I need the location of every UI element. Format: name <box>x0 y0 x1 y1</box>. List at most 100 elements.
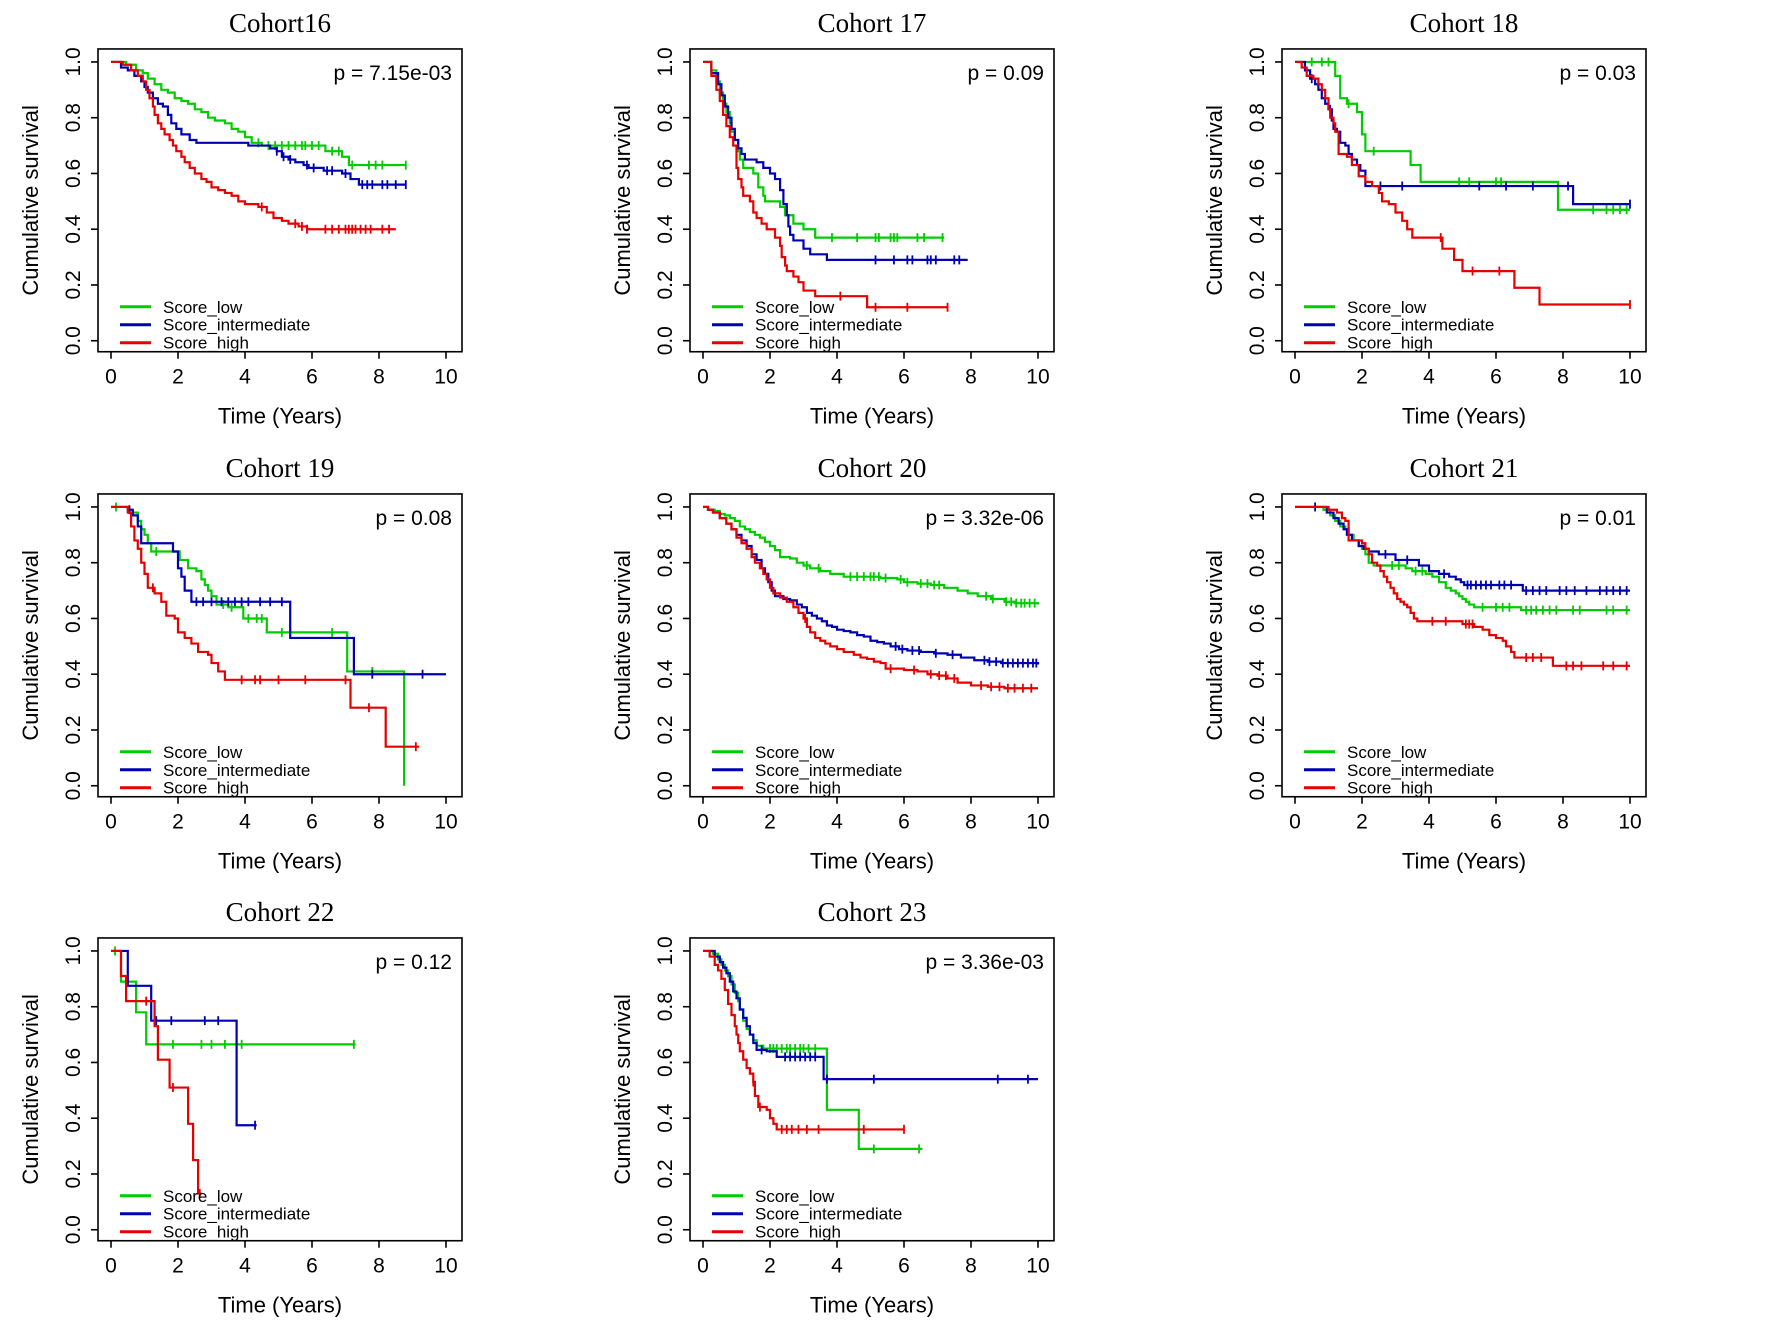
survival-curve-score_low <box>111 505 406 786</box>
x-tick-label: 4 <box>831 1255 843 1278</box>
legend-label-score_intermediate: Score_intermediate <box>1347 760 1494 779</box>
survival-curve-score_low <box>703 505 1040 605</box>
y-tick-label: 0.2 <box>62 1160 85 1189</box>
x-axis-label: Time (Years) <box>810 1293 934 1318</box>
x-tick-label: 10 <box>1618 810 1641 833</box>
y-tick-label: 0.4 <box>1246 659 1269 688</box>
y-tick-label: 0.0 <box>62 771 85 800</box>
y-tick-label: 0.8 <box>62 103 85 132</box>
y-tick-label: 1.0 <box>62 492 85 521</box>
cell-cohort16: Cohort16 0 2 4 6 8 10 0.0 0.2 0.4 0.6 0.8 1.0 Time (Y… <box>0 0 592 445</box>
x-tick-label: 10 <box>1026 1255 1049 1278</box>
y-tick-label: 0.2 <box>1246 270 1269 299</box>
x-tick-label: 2 <box>172 810 184 833</box>
legend-label-score_intermediate: Score_intermediate <box>163 316 310 335</box>
survival-curve-score_low <box>111 60 406 167</box>
p-value-label: p = 3.36e-03 <box>926 951 1044 974</box>
x-axis-label: Time (Years) <box>1402 404 1526 429</box>
legend-label-score_high: Score_high <box>163 334 249 353</box>
plot-title: Cohort16 <box>229 8 331 38</box>
survival-curve-score_intermediate <box>1295 505 1630 592</box>
cell-cohort-22: Cohort 22 0 2 4 6 8 10 0.0 0.2 0.4 0.6 0.8 1.0 Time (… <box>0 889 592 1334</box>
x-axis-label: Time (Years) <box>810 404 934 429</box>
y-tick-label: 0.6 <box>62 1048 85 1077</box>
km-plot-cohort-17: Cohort 17 0 2 4 6 8 10 0.0 0.2 0.4 0.6 0.8 1.0 Time (… <box>610 8 1055 429</box>
x-tick-label: 0 <box>697 810 709 833</box>
y-tick-label: 0.8 <box>654 548 677 577</box>
y-tick-label: 0.6 <box>654 1048 677 1077</box>
y-tick-label: 1.0 <box>1246 492 1269 521</box>
x-tick-label: 6 <box>898 810 910 833</box>
x-tick-label: 6 <box>306 366 318 389</box>
x-tick-label: 8 <box>1557 366 1569 389</box>
y-tick-label: 0.8 <box>654 992 677 1021</box>
x-tick-label: 0 <box>105 810 117 833</box>
y-axis-label: Cumulative survival <box>610 994 635 1185</box>
x-tick-label: 2 <box>764 1255 776 1278</box>
x-tick-label: 8 <box>373 366 385 389</box>
y-tick-label: 1.0 <box>62 47 85 76</box>
legend-label-score_low: Score_low <box>755 742 835 761</box>
x-tick-label: 0 <box>697 366 709 389</box>
km-plot-cohort-23: Cohort 23 0 2 4 6 8 10 0.0 0.2 0.4 0.6 0.8 1.0 Time (… <box>610 897 1055 1318</box>
cell-cohort-19: Cohort 19 0 2 4 6 8 10 0.0 0.2 0.4 0.6 0.8 1.0 Time (… <box>0 445 592 890</box>
km-plot-cohort-18: Cohort 18 0 2 4 6 8 10 0.0 0.2 0.4 0.6 0.8 1.0 Time (… <box>1202 8 1647 429</box>
x-tick-label: 6 <box>898 366 910 389</box>
legend-label-score_intermediate: Score_intermediate <box>163 1205 310 1224</box>
y-tick-label: 0.2 <box>62 715 85 744</box>
y-tick-label: 0.2 <box>1246 715 1269 744</box>
empty-cell <box>1184 889 1776 1334</box>
cell-cohort-23: Cohort 23 0 2 4 6 8 10 0.0 0.2 0.4 0.6 0.8 1.0 Time (… <box>592 889 1184 1334</box>
legend-label-score_low: Score_low <box>163 742 243 761</box>
x-tick-label: 4 <box>1423 810 1435 833</box>
cell-cohort-20: Cohort 20 0 2 4 6 8 10 0.0 0.2 0.4 0.6 0.8 1.0 Time (… <box>592 445 1184 890</box>
legend-label-score_high: Score_high <box>163 778 249 797</box>
plot-box <box>97 48 463 353</box>
x-tick-label: 8 <box>965 366 977 389</box>
legend-label-score_high: Score_high <box>755 334 841 353</box>
plot-box <box>1281 492 1647 798</box>
x-tick-label: 8 <box>965 810 977 833</box>
x-tick-label: 6 <box>306 810 318 833</box>
survival-curve-score_low <box>703 950 923 1151</box>
x-tick-label: 2 <box>172 366 184 389</box>
y-tick-label: 1.0 <box>654 47 677 76</box>
legend-label-score_low: Score_low <box>755 298 835 317</box>
x-tick-label: 6 <box>306 1255 318 1278</box>
y-tick-label: 0.4 <box>62 659 85 688</box>
km-plot-cohort-21: Cohort 21 0 2 4 6 8 10 0.0 0.2 0.4 0.6 0.8 1.0 Time (… <box>1202 453 1647 873</box>
p-value-label: p = 0.01 <box>1560 507 1636 530</box>
survival-curve-score_low <box>703 60 945 239</box>
plot-title: Cohort 17 <box>818 8 927 38</box>
cell-cohort-17: Cohort 17 0 2 4 6 8 10 0.0 0.2 0.4 0.6 0.8 1.0 Time (… <box>592 0 1184 445</box>
p-value-label: p = 3.32e-06 <box>926 507 1044 530</box>
km-plot-cohort-19: Cohort 19 0 2 4 6 8 10 0.0 0.2 0.4 0.6 0.8 1.0 Time (… <box>18 453 463 873</box>
x-tick-label: 2 <box>1356 366 1368 389</box>
plot-title: Cohort 22 <box>226 897 335 927</box>
survival-curve-score_intermediate <box>703 60 968 261</box>
km-plot-cohort-22: Cohort 22 0 2 4 6 8 10 0.0 0.2 0.4 0.6 0.8 1.0 Time (… <box>18 897 463 1318</box>
plot-box <box>1281 48 1647 353</box>
y-tick-label: 0.6 <box>654 159 677 188</box>
legend-label-score_low: Score_low <box>1347 298 1427 317</box>
x-tick-label: 4 <box>831 810 843 833</box>
x-tick-label: 4 <box>239 810 251 833</box>
survival-curve-score_intermediate <box>703 505 1040 665</box>
y-tick-label: 0.4 <box>654 659 677 688</box>
y-tick-label: 1.0 <box>62 937 85 966</box>
y-tick-label: 0.2 <box>62 270 85 299</box>
y-axis-label: Cumulative survival <box>18 994 43 1185</box>
y-tick-label: 0.0 <box>1246 326 1269 355</box>
x-tick-label: 2 <box>764 366 776 389</box>
x-tick-label: 4 <box>831 366 843 389</box>
y-axis-label: Cumulative survival <box>1202 105 1227 296</box>
legend-label-score_high: Score_high <box>1347 334 1433 353</box>
legend-label-score_low: Score_low <box>163 298 243 317</box>
x-tick-label: 0 <box>1289 810 1301 833</box>
survival-curve-score_high <box>703 950 904 1131</box>
y-tick-label: 0.6 <box>1246 604 1269 633</box>
x-tick-label: 10 <box>434 366 457 389</box>
p-value-label: p = 0.08 <box>376 507 452 530</box>
